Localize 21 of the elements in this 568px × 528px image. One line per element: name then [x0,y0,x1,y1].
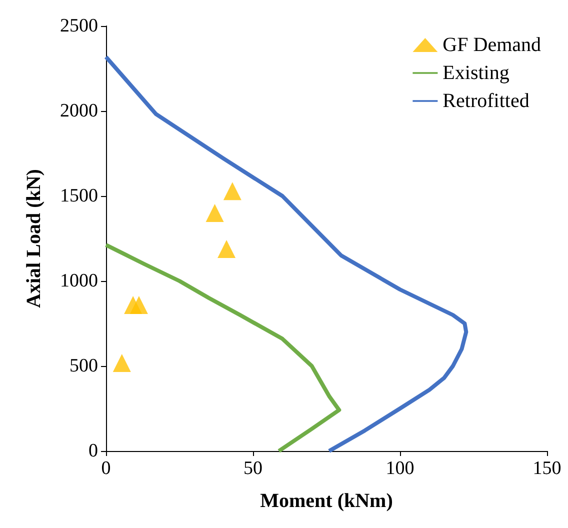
x-tick-label: 50 [244,458,262,479]
x-tick-label: 0 [101,458,111,479]
legend-label: GF Demand [442,34,542,56]
y-axis-title: Axial Load (kN) [23,169,45,308]
y-tick-label: 1500 [60,186,98,206]
y-tick-label: 1000 [60,270,98,292]
point [130,296,148,314]
x-tick-label: 150 [532,458,562,479]
line-series [104,242,342,453]
legend-label: Retrofitted [442,90,530,112]
point [206,204,224,222]
point [223,182,242,200]
x-axis-title: Moment (kNm) [260,490,393,512]
point [218,240,236,258]
y-tick-label: 2000 [60,100,98,122]
y-tick-label: 2500 [60,16,98,36]
point [112,354,131,372]
y-tick-label: 500 [70,356,98,376]
legend-label: Existing [442,62,510,84]
y-tick-label: 0 [88,440,98,462]
x-tick-label: 100 [386,458,414,479]
